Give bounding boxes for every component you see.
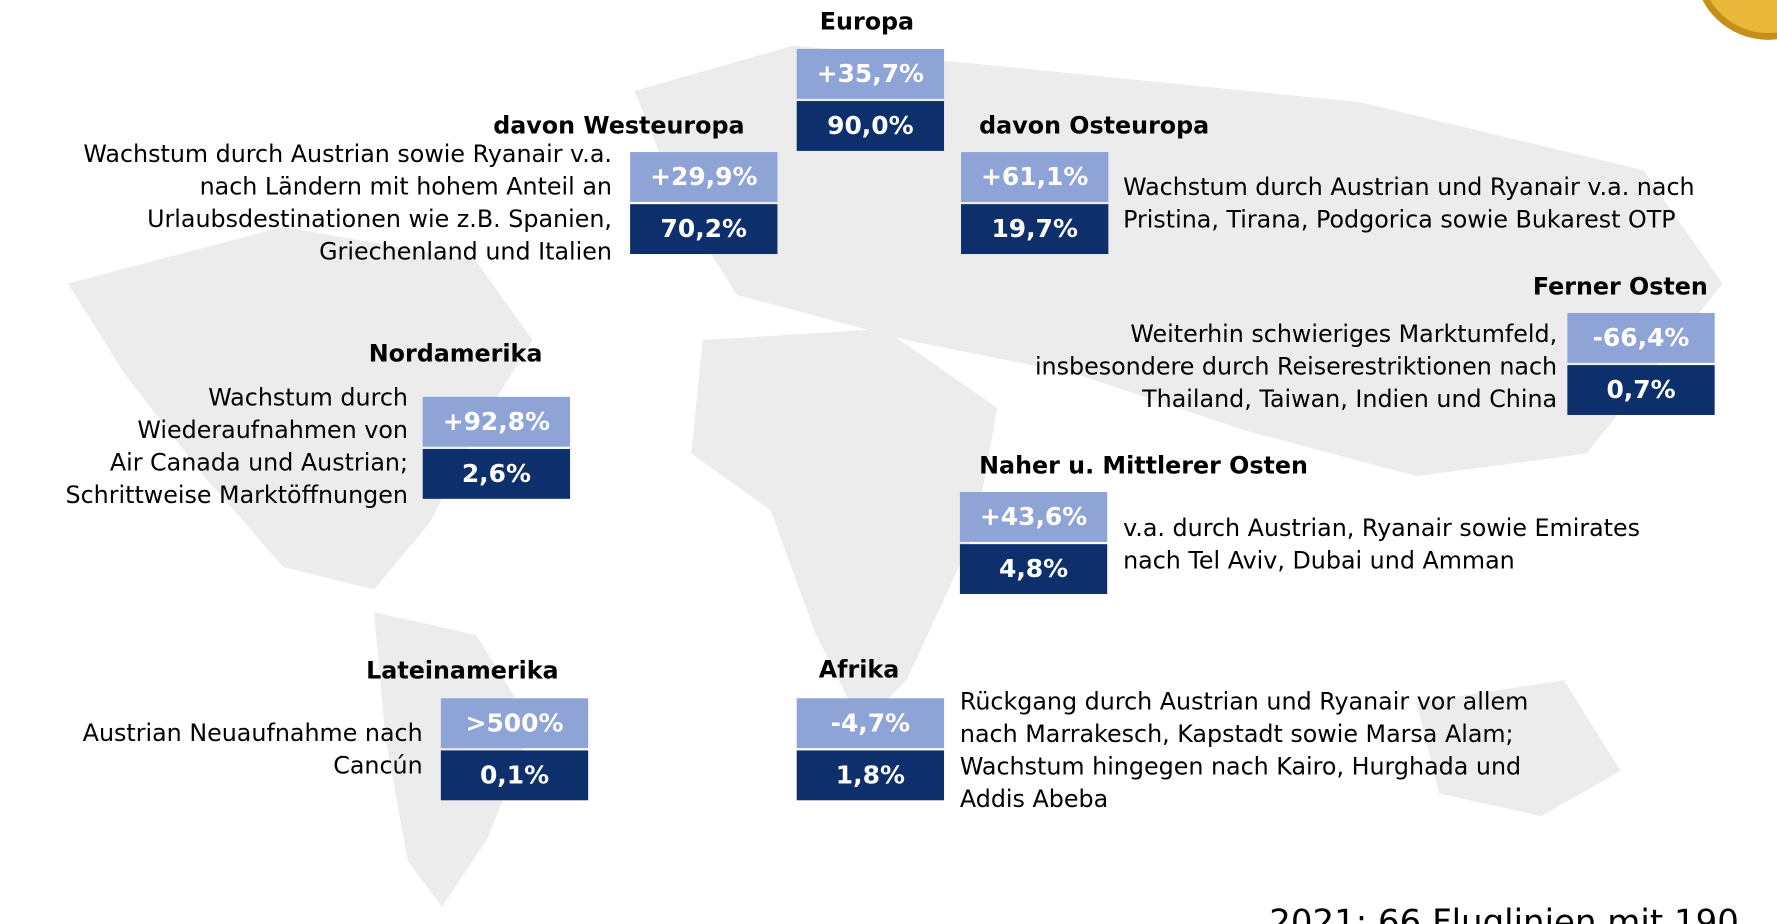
region-description: Thailand, Taiwan, Indien und China: [1141, 385, 1557, 413]
region-title: Lateinamerika: [366, 657, 558, 685]
growth-value: -66,4%: [1593, 323, 1690, 352]
region-description: Wiederaufnahmen von: [137, 416, 408, 444]
region-title: davon Osteuropa: [979, 112, 1209, 140]
region-description: Pristina, Tirana, Podgorica sowie Bukare…: [1123, 205, 1676, 233]
share-box: [422, 448, 571, 499]
share-value: 19,7%: [991, 214, 1077, 243]
growth-box: [440, 698, 589, 749]
share-box: [440, 750, 589, 801]
share-value: 0,1%: [480, 760, 549, 789]
region-description: nach Marrakesch, Kapstadt sowie Marsa Al…: [960, 720, 1514, 748]
share-value: 90,0%: [827, 111, 913, 140]
growth-box: [1567, 312, 1715, 363]
share-value: 0,7%: [1606, 375, 1675, 404]
share-box: [961, 204, 1109, 255]
region-description: nach Ländern mit hohem Anteil an: [200, 172, 612, 200]
growth-box: [422, 396, 571, 447]
footer-box: [1252, 895, 1777, 924]
region-description: Rückgang durch Austrian und Ryanair vor …: [960, 687, 1528, 715]
region-description: Schrittweise Marktöffnungen: [66, 481, 408, 509]
share-box: [796, 101, 945, 151]
region-description: Wachstum durch Austrian sowie Ryanair v.…: [83, 140, 612, 168]
share-box: [630, 204, 778, 255]
region-description: insbesondere durch Reiserestriktionen na…: [1035, 353, 1557, 381]
share-box: [959, 544, 1108, 595]
growth-value: +35,7%: [817, 59, 924, 88]
growth-value: +92,8%: [443, 407, 550, 436]
region-description: Austrian Neuaufnahme nach: [83, 719, 423, 747]
growth-value: +43,6%: [980, 502, 1087, 531]
growth-value: +61,1%: [981, 162, 1088, 191]
region-title: Naher u. Mittlerer Osten: [979, 452, 1308, 480]
region-description: v.a. durch Austrian, Ryanair sowie Emira…: [1123, 514, 1640, 542]
region-description: nach Tel Aviv, Dubai und Amman: [1123, 546, 1515, 574]
world-map: [67, 45, 1723, 907]
region-description: Addis Abeba: [960, 785, 1108, 813]
share-box: [1567, 365, 1715, 415]
growth-box: [959, 492, 1108, 542]
share-value: 4,8%: [999, 554, 1068, 583]
share-value: 70,2%: [661, 214, 747, 243]
region-title: Europa: [820, 7, 914, 35]
growth-value: -4,7%: [831, 708, 910, 737]
growth-value: +29,9%: [650, 162, 757, 191]
region-description: Weiterhin schwieriges Marktumfeld,: [1130, 320, 1557, 348]
growth-value: >500%: [466, 708, 564, 737]
growth-box: [796, 698, 945, 749]
region-description: Wachstum hingegen nach Kairo, Hurghada u…: [960, 752, 1521, 780]
region-description: Wachstum durch Austrian und Ryanair v.a.…: [1123, 173, 1695, 201]
growth-box: [961, 152, 1109, 202]
region-description: Cancún: [333, 752, 422, 780]
region-title: davon Westeuropa: [493, 112, 744, 140]
growth-box: [796, 48, 945, 99]
footer: 2021: 66 Fluglinien mit 190: [1269, 902, 1739, 924]
region-description: Wachstum durch: [208, 384, 408, 412]
share-value: 1,8%: [836, 760, 905, 789]
growth-box: [630, 152, 778, 202]
region-description: Air Canada und Austrian;: [110, 449, 408, 477]
share-value: 2,6%: [462, 459, 531, 488]
region-title: Afrika: [819, 656, 900, 684]
logo: [1702, 0, 1777, 40]
region-title: Nordamerika: [369, 339, 543, 367]
region-description: Griechenland und Italien: [319, 238, 612, 266]
share-box: [796, 750, 945, 801]
region-title: Ferner Osten: [1533, 273, 1708, 301]
region-description: Urlaubsdestinationen wie z.B. Spanien,: [147, 205, 612, 233]
